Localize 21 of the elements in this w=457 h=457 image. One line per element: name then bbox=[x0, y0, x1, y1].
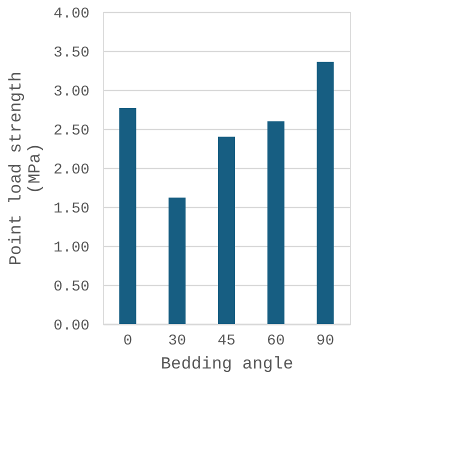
bar bbox=[316, 62, 334, 324]
x-tick-label: 45 bbox=[217, 332, 236, 350]
y-tick-label: 3.00 bbox=[53, 84, 90, 100]
y-tick-label: 0.00 bbox=[53, 318, 90, 334]
x-axis-title: Bedding angle bbox=[160, 356, 294, 374]
y-tick-label: 2.50 bbox=[53, 122, 90, 140]
y-tick-label: 4.00 bbox=[53, 6, 90, 22]
y-axis-title: Point load strength (MPa) bbox=[7, 72, 46, 266]
bar bbox=[218, 136, 235, 324]
y-tick-label: 1.00 bbox=[53, 240, 90, 256]
bar bbox=[267, 121, 284, 324]
y-tick-label: 2.00 bbox=[53, 162, 90, 178]
y-tick-label: 3.50 bbox=[53, 44, 90, 62]
bar bbox=[119, 108, 136, 324]
y-tick-label: 1.50 bbox=[53, 200, 90, 218]
x-tick-label: 30 bbox=[168, 332, 186, 350]
x-tick-label: 0 bbox=[123, 332, 132, 350]
y-tick-label: 0.50 bbox=[53, 278, 90, 296]
bar bbox=[168, 198, 186, 324]
x-tick-label: 60 bbox=[266, 332, 285, 350]
x-tick-label: 90 bbox=[316, 332, 334, 350]
